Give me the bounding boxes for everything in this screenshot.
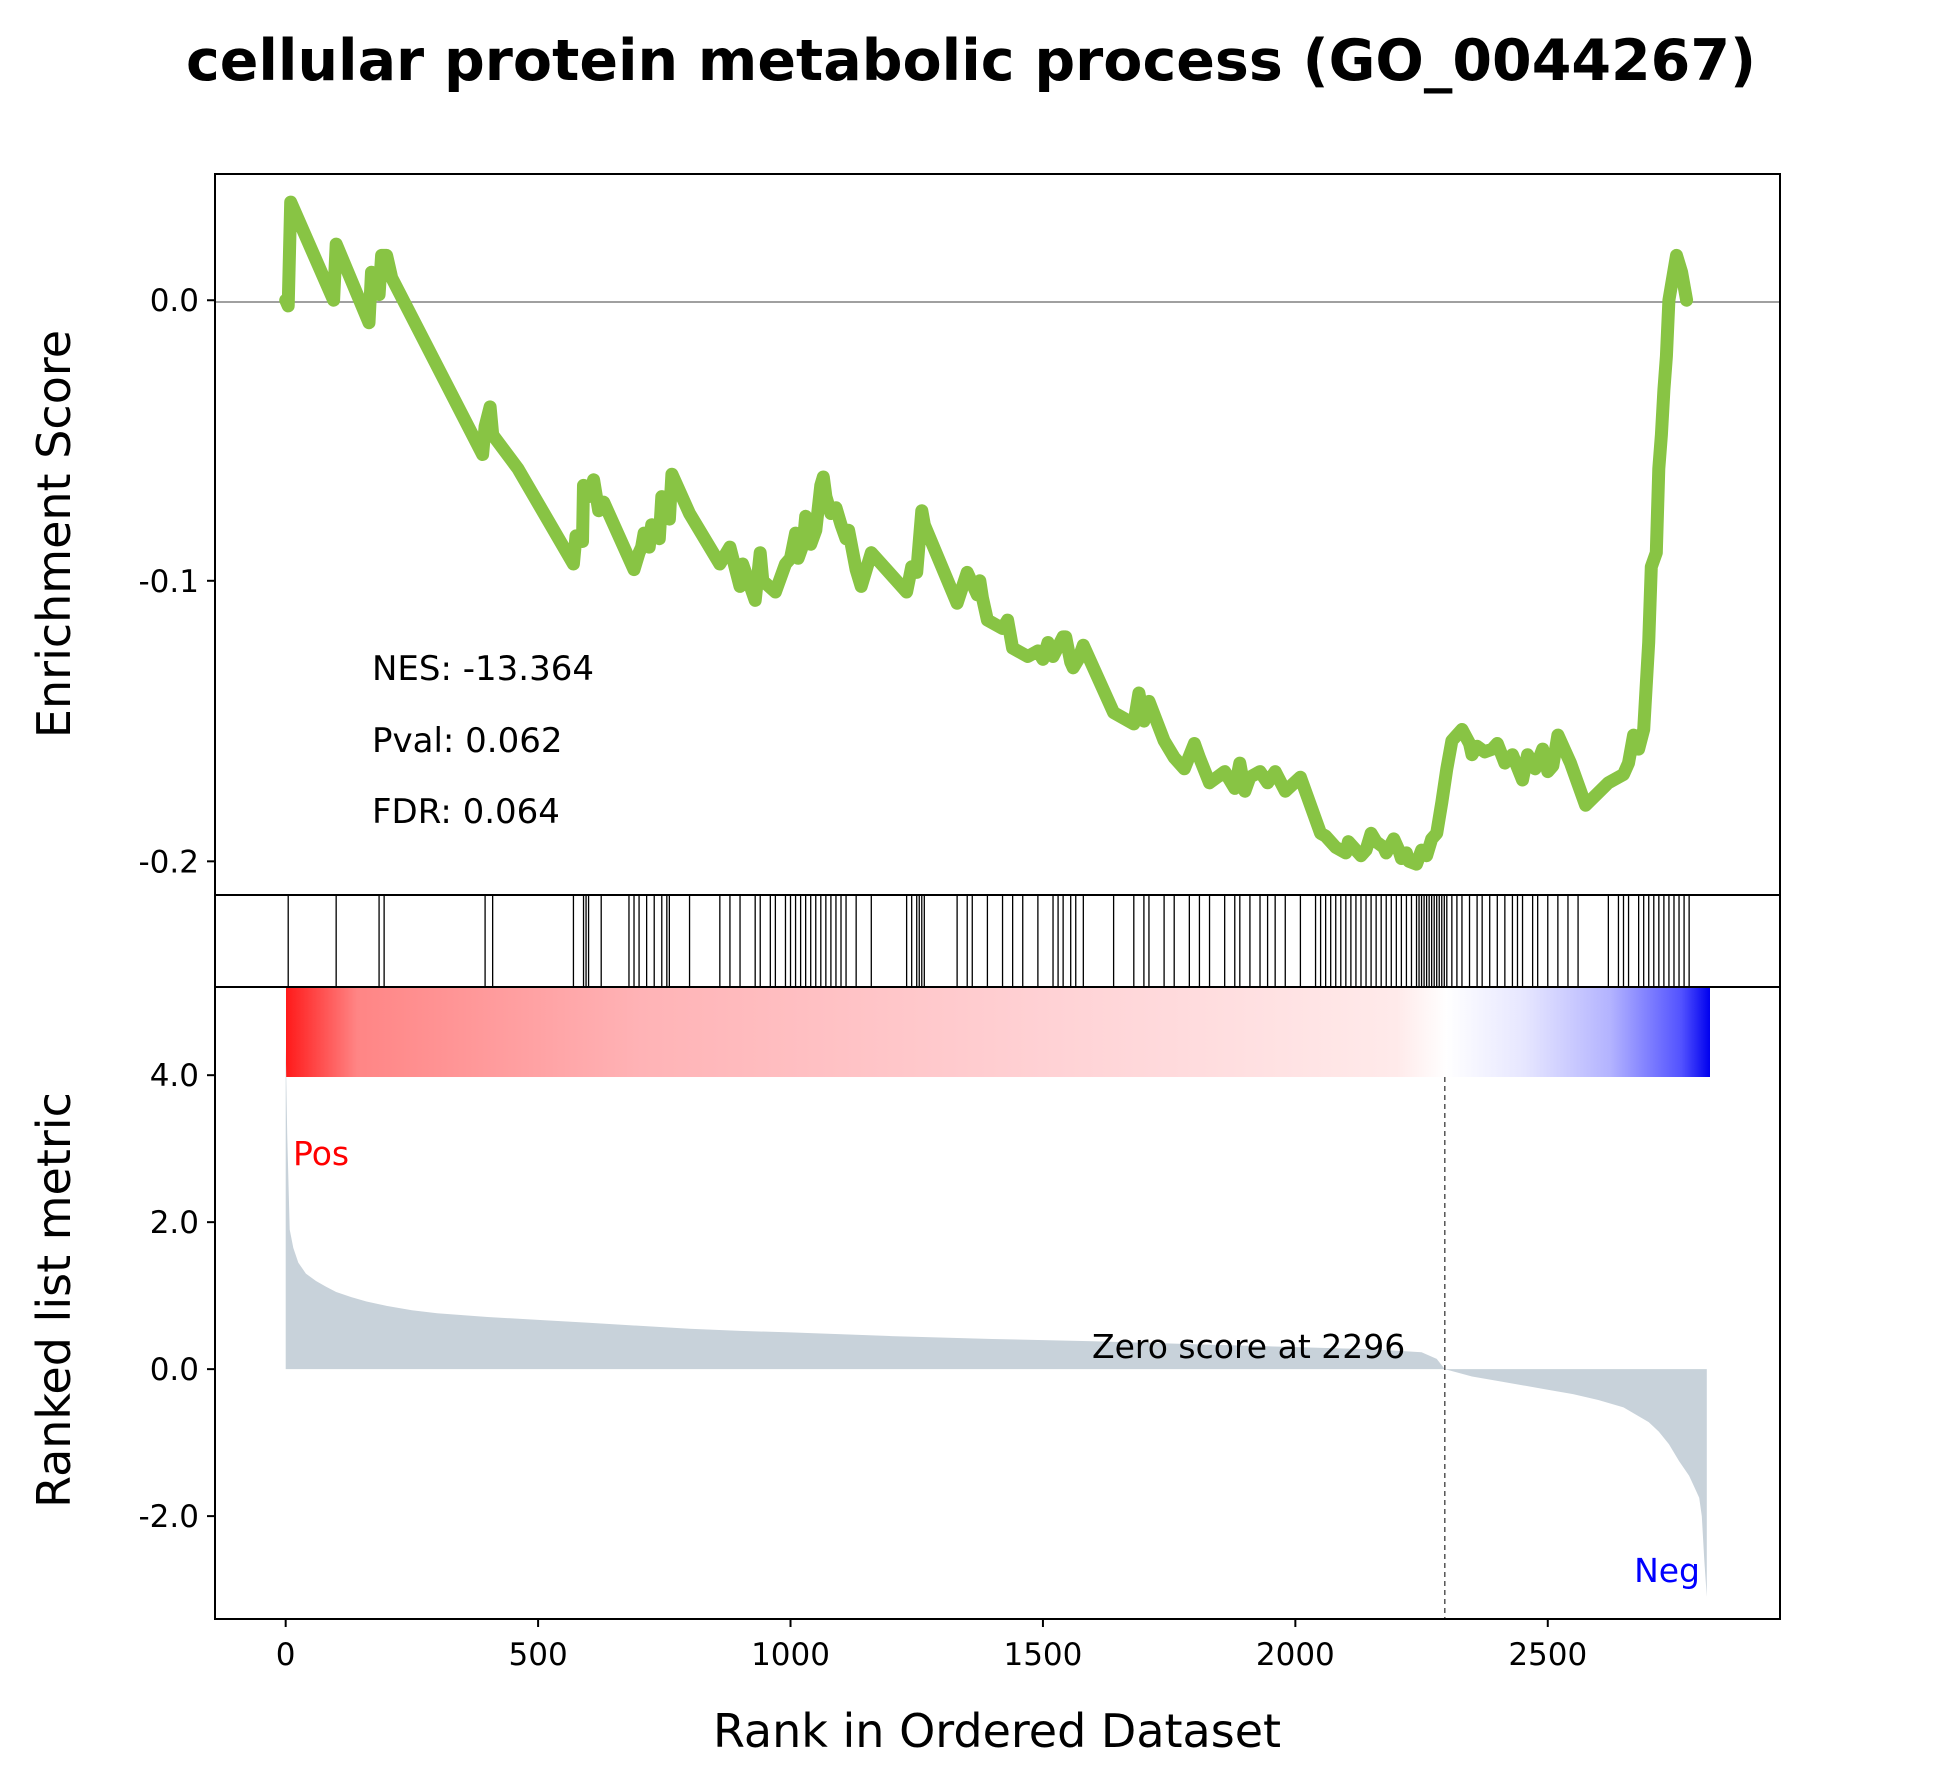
metric-y-tick-label: 2.0 [150,1205,199,1241]
metric-y-tick-label: -2.0 [139,1499,200,1535]
es-panel-frame [214,173,1781,896]
x-tick-label: 0 [276,1637,296,1673]
es-y-axis-label: Enrichment Score [27,330,81,738]
enrichment-score-panel: 0.0 -0.1 -0.2 NES: -13.364 Pval: 0.062 FDR… [139,173,1781,896]
x-axis-label: Rank in Ordered Dataset [713,1704,1281,1758]
ranking-heatmap-bar [286,988,1710,1077]
es-y-tick-label: -0.1 [139,564,200,600]
pos-label: Pos [293,1134,349,1173]
metric-y-tick-label: 4.0 [150,1058,199,1094]
x-tick-label: 500 [509,1637,568,1673]
x-tick-label: 2500 [1508,1637,1587,1673]
metric-y-axis-label: Ranked list metric [27,1092,81,1508]
metric-panel-frame [214,986,1781,1620]
chart-title: cellular protein metabolic process (GO_0… [186,28,1756,94]
x-tick-label: 1500 [1003,1637,1082,1673]
neg-label: Neg [1634,1551,1700,1590]
es-y-tick-label: -0.2 [139,844,200,880]
nes-stat: NES: -13.364 [372,649,594,689]
hit-marks-panel [214,894,1781,988]
x-tick-label: 2000 [1256,1637,1335,1673]
hits-panel-frame [214,894,1781,988]
fdr-stat: FDR: 0.064 [372,792,560,832]
metric-y-tick-label: 0.0 [150,1352,199,1388]
enrichment-score-line [279,195,1694,871]
zero-score-label: Zero score at 2296 [1092,1327,1405,1366]
pval-stat: Pval: 0.062 [372,721,563,761]
ranked-metric-panel: 4.0 2.0 0.0 -2.0 Zero score at 2296 Pos Neg [139,986,1781,1620]
ranked-metric-area [285,1045,1707,1597]
x-tick-label: 1000 [751,1637,830,1673]
es-y-tick-label: 0.0 [150,283,199,319]
